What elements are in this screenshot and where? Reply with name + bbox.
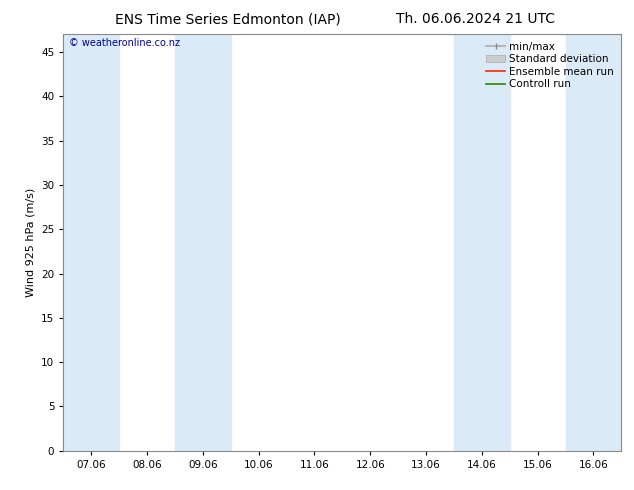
Bar: [63, 34, 119, 451]
Text: ENS Time Series Edmonton (IAP): ENS Time Series Edmonton (IAP): [115, 12, 341, 26]
Bar: [175, 34, 231, 451]
Bar: [566, 34, 621, 451]
Text: © weatheronline.co.nz: © weatheronline.co.nz: [69, 38, 180, 49]
Text: Th. 06.06.2024 21 UTC: Th. 06.06.2024 21 UTC: [396, 12, 555, 26]
Bar: [454, 34, 510, 451]
Y-axis label: Wind 925 hPa (m/s): Wind 925 hPa (m/s): [25, 188, 36, 297]
Legend: min/max, Standard deviation, Ensemble mean run, Controll run: min/max, Standard deviation, Ensemble me…: [484, 40, 616, 92]
